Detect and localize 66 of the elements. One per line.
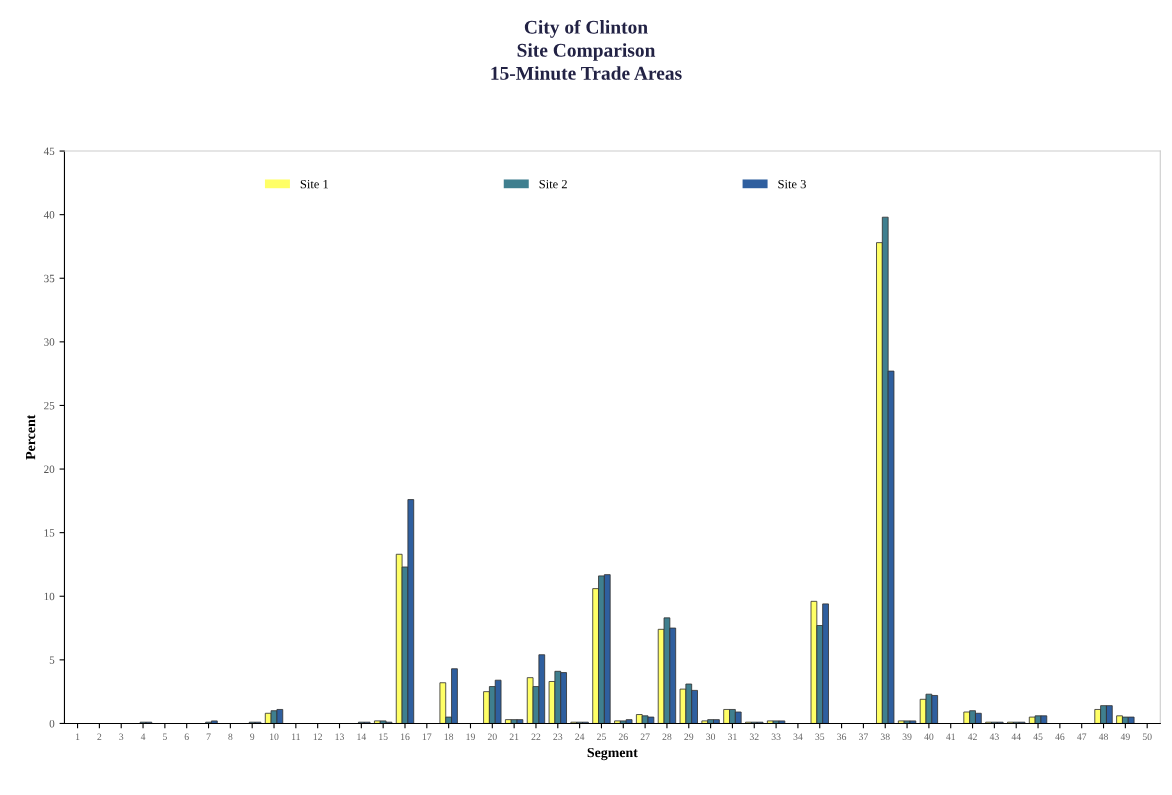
- x-tick-label: 21: [509, 733, 519, 740]
- legend-label: Site 1: [300, 179, 328, 189]
- x-tick-label: 20: [487, 733, 497, 741]
- x-tick-label: 12: [313, 733, 322, 740]
- x-tick-label: 10: [270, 733, 279, 741]
- x-tick-label: 6: [184, 733, 189, 741]
- x-tick-label: 18: [444, 733, 454, 741]
- x-tick-label: 31: [728, 733, 737, 741]
- x-tick-label: 17: [422, 733, 432, 740]
- x-tick-label: 2: [97, 733, 102, 740]
- x-tick-label: 14: [357, 733, 367, 740]
- x-tick-label: 35: [815, 733, 825, 741]
- x-tick-label: 45: [1033, 733, 1043, 741]
- y-tick-label: 40: [43, 211, 55, 219]
- x-axis-title: Segment: [587, 747, 638, 761]
- y-tick-label: 30: [44, 338, 55, 346]
- legend-label: Site 2: [539, 179, 567, 189]
- x-tick-label: 39: [902, 733, 912, 741]
- x-tick-label: 16: [400, 733, 410, 741]
- x-tick-label: 29: [684, 733, 694, 741]
- x-tick-label: 4: [140, 733, 146, 740]
- x-tick-label: 26: [618, 733, 628, 741]
- x-tick-label: 9: [250, 733, 255, 741]
- x-tick-label: 11: [292, 733, 300, 740]
- x-tick-label: 7: [206, 733, 211, 740]
- x-tick-label: 42: [967, 733, 977, 740]
- x-tick-label: 34: [793, 733, 803, 741]
- x-tick-label: 23: [553, 733, 563, 741]
- x-tick-label: 5: [163, 733, 167, 741]
- x-tick-label: 1: [75, 733, 80, 740]
- x-tick-label: 47: [1077, 733, 1087, 740]
- y-tick-label: 20: [44, 465, 55, 474]
- x-tick-label: 8: [228, 733, 233, 741]
- y-tick-label: 15: [44, 529, 55, 537]
- y-tick-label: 25: [44, 401, 55, 410]
- x-tick-label: 43: [989, 733, 999, 741]
- x-tick-label: 40: [924, 733, 934, 741]
- y-axis-title: Percent: [26, 414, 36, 460]
- x-tick-label: 3: [119, 733, 124, 741]
- x-tick-label: 32: [749, 733, 759, 741]
- x-tick-label: 30: [706, 733, 716, 741]
- x-tick-label: 44: [1011, 733, 1021, 740]
- x-tick-label: 15: [379, 733, 388, 741]
- x-tick-label: 48: [1098, 733, 1109, 741]
- chart-title: City of Clinton Site Comparison 15-Minute Trade Areas: [491, 19, 682, 80]
- x-tick-label: 19: [466, 733, 475, 741]
- x-tick-label: 41: [946, 733, 955, 740]
- x-tick-label: 25: [597, 733, 606, 741]
- x-tick-label: 28: [662, 733, 672, 741]
- x-tick-label: 46: [1055, 733, 1065, 741]
- x-tick-label: 50: [1142, 733, 1152, 741]
- x-tick-label: 24: [575, 733, 585, 740]
- y-tick-label: 5: [49, 656, 55, 664]
- x-tick-label: 22: [531, 733, 541, 740]
- y-tick-label: 0: [49, 719, 55, 728]
- y-tick-label: 35: [44, 274, 55, 283]
- x-tick-label: 13: [335, 733, 344, 741]
- x-tick-label: 38: [880, 733, 890, 741]
- x-tick-label: 37: [859, 733, 868, 741]
- x-tick-label: 33: [771, 733, 781, 741]
- x-tick-label: 27: [640, 733, 650, 740]
- y-tick-label: 45: [43, 147, 55, 156]
- legend-label: Site 3: [778, 179, 806, 189]
- x-tick-label: 36: [837, 733, 847, 741]
- x-tick-label: 49: [1120, 733, 1130, 741]
- y-tick-label: 10: [44, 592, 55, 601]
